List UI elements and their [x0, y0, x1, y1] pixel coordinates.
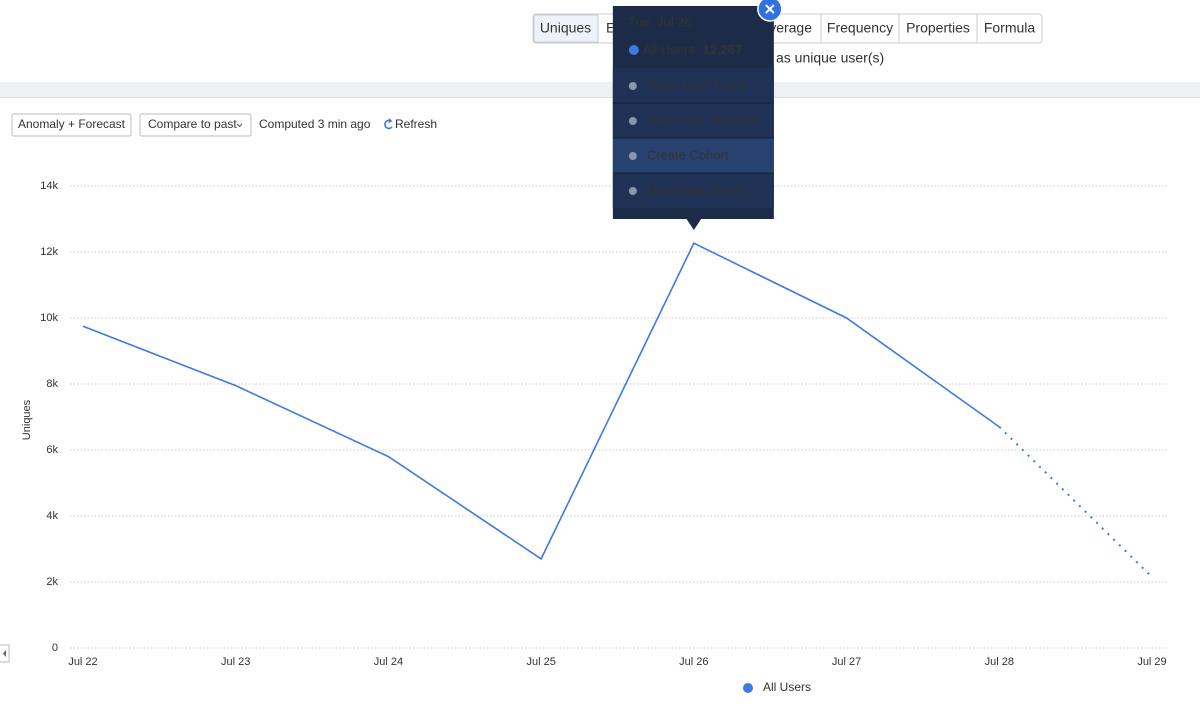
y-tick-label: 8k: [46, 378, 58, 390]
tooltip-swatch: [628, 45, 639, 55]
caret: [236, 123, 243, 128]
anomaly-label[interactable]: Anomaly + Forecast: [18, 117, 126, 131]
menu-label[interactable]: Download Users: [647, 182, 743, 197]
refresh-label[interactable]: Refresh: [395, 117, 437, 131]
divider-band: [0, 82, 1200, 98]
menu-icon: [628, 152, 637, 160]
tooltip-value: 12,267: [702, 42, 742, 57]
legend-label[interactable]: All Users: [763, 680, 811, 694]
x-tick-label: Jul 27: [832, 656, 861, 668]
divider-line: [0, 97, 1200, 98]
tooltip-title: Tue, Jul 26: [628, 14, 692, 29]
tooltip-menu-item[interactable]: [612, 68, 774, 103]
tab-label[interactable]: Formula: [984, 20, 1036, 36]
tab-label[interactable]: Frequency: [827, 20, 893, 36]
series-line: [82, 242, 1000, 561]
menu-icon: [628, 82, 637, 90]
x-tick-label: Jul 29: [1137, 656, 1166, 668]
menu-icon: [628, 117, 637, 125]
series-line-incomplete: [998, 426, 1153, 578]
refresh-icon: [384, 118, 393, 130]
collapse-icon: [3, 650, 6, 657]
y-tick-label: 10k: [40, 312, 58, 324]
tooltip-menu-item[interactable]: [612, 138, 774, 173]
y-tick-label: 4k: [46, 510, 58, 522]
close-icon: [765, 4, 775, 14]
tab-label[interactable]: verage: [769, 20, 812, 36]
tab-active[interactable]: [533, 14, 599, 43]
menu-label[interactable]: Show User Paths: [647, 77, 748, 92]
y-tick-label: 6k: [46, 444, 58, 456]
y-tick-label: 12k: [40, 246, 58, 258]
compare-label[interactable]: Compare to past: [148, 117, 237, 131]
y-tick-label: 0: [52, 642, 58, 654]
x-tick-label: Jul 25: [526, 656, 555, 668]
anomaly-button[interactable]: [11, 113, 132, 137]
compare-button[interactable]: [139, 113, 252, 137]
tab-label[interactable]: Properties: [906, 20, 970, 36]
tooltip-menu-item[interactable]: [612, 173, 774, 208]
x-tick-label: Jul 24: [374, 656, 403, 668]
tooltip-pointer: [685, 218, 702, 230]
y-tick-label: 2k: [46, 576, 58, 588]
x-tick-label: Jul 28: [985, 656, 1014, 668]
tab-label[interactable]: E: [606, 20, 615, 36]
x-tick-label: Jul 26: [679, 656, 708, 668]
tooltip-close[interactable]: [757, 0, 783, 22]
menu-label[interactable]: Create Cohort: [647, 147, 729, 162]
y-tick-label: 14k: [40, 180, 58, 192]
x-tick-label: Jul 23: [221, 656, 250, 668]
computed-label: Computed 3 min ago: [259, 117, 371, 131]
legend-swatch: [743, 683, 753, 693]
y-axis-label: Uniques: [21, 399, 33, 440]
menu-label[interactable]: View User Streams: [647, 112, 759, 127]
x-tick-label: Jul 22: [68, 656, 97, 668]
subtitle: as unique user(s): [776, 50, 884, 66]
tooltip-series-label: All Users:: [643, 42, 699, 57]
tab-label[interactable]: Uniques: [540, 20, 591, 36]
menu-icon: [628, 187, 637, 195]
tooltip-menu-item[interactable]: [612, 103, 774, 138]
tooltip-series: All Users: 12,267: [643, 42, 742, 57]
